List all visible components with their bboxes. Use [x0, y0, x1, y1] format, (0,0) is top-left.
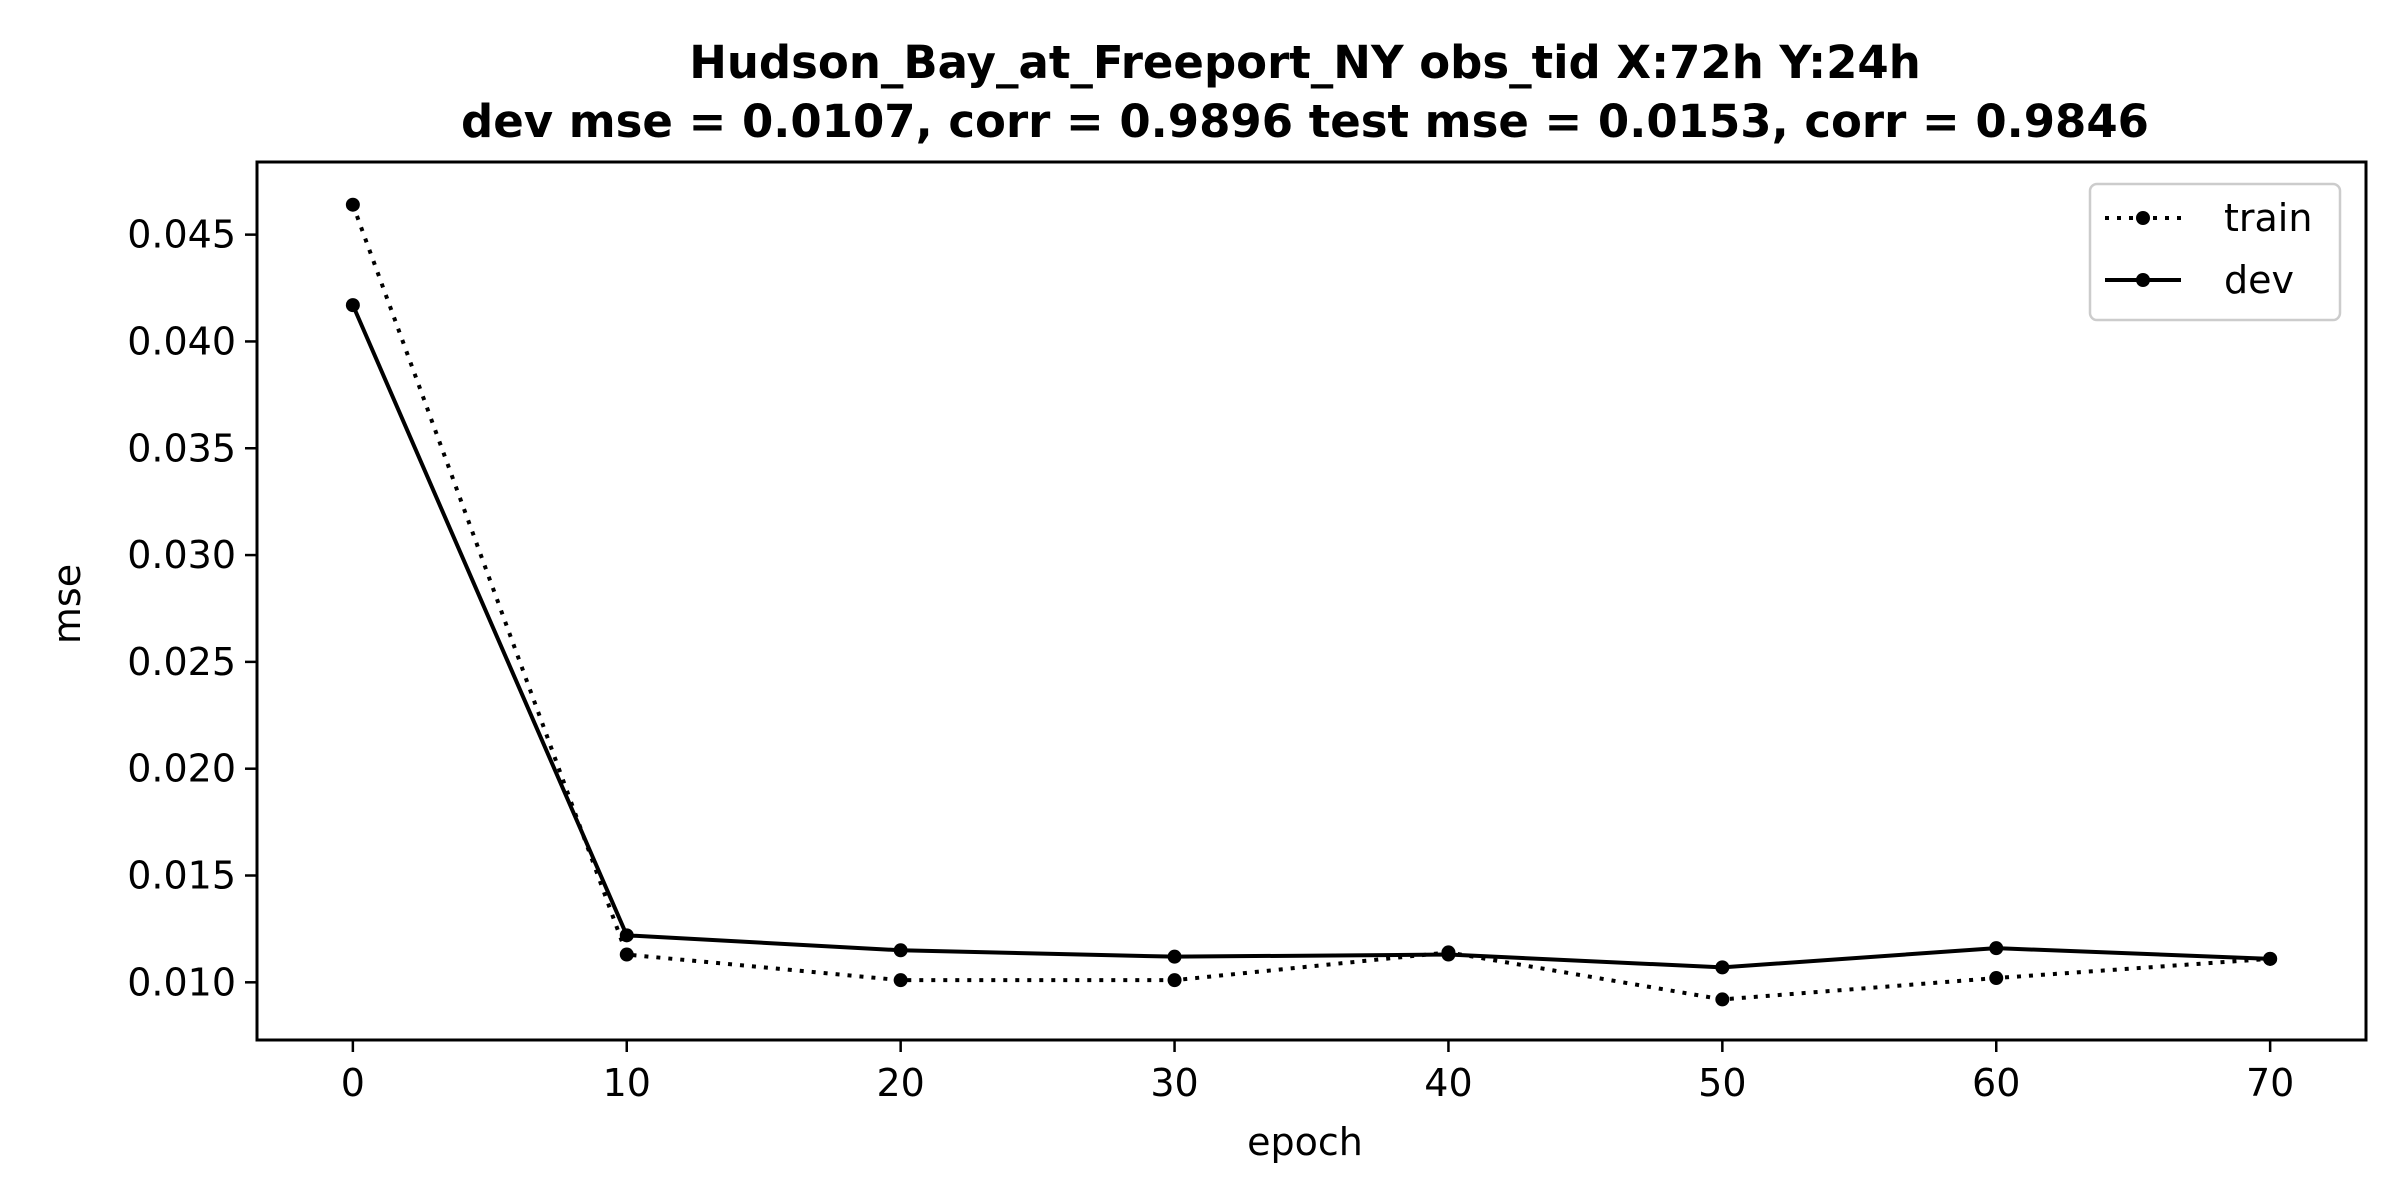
data-point-dev	[345, 298, 360, 313]
data-point-dev	[1989, 941, 2004, 956]
y-tick-label: 0.015	[127, 854, 236, 898]
legend-train-marker	[2136, 211, 2150, 225]
y-tick-label: 0.010	[127, 960, 236, 1004]
chart-subtitle: dev mse = 0.0107, corr = 0.9896 test mse…	[461, 95, 2149, 148]
x-tick-label: 70	[2246, 1061, 2294, 1105]
x-tick-label: 10	[603, 1061, 651, 1105]
y-axis-label: mse	[45, 564, 89, 644]
y-tick-label: 0.045	[127, 213, 236, 257]
data-point-train	[1989, 971, 2004, 986]
data-point-train	[893, 973, 908, 988]
x-tick-label: 30	[1150, 1061, 1198, 1105]
x-tick-label: 50	[1698, 1061, 1746, 1105]
y-tick-label: 0.020	[127, 747, 236, 791]
series-line-dev	[351, 304, 2271, 970]
x-tick-label: 20	[876, 1061, 924, 1105]
data-point-train	[619, 947, 634, 962]
y-tick-label: 0.025	[127, 640, 236, 684]
x-tick-label: 0	[341, 1061, 365, 1105]
data-point-train	[1715, 992, 1730, 1007]
y-axis-ticks: 0.010 0.015 0.020 0.025 0.030 0.035 0.040 0.045	[127, 213, 257, 1004]
data-point-train	[345, 197, 360, 212]
data-point-dev	[1715, 960, 1730, 975]
legend-box	[2088, 182, 2342, 322]
x-axis-label: epoch	[1247, 1120, 1363, 1164]
data-point-dev	[893, 943, 908, 958]
data-point-dev	[1167, 949, 1182, 964]
legend-dev-marker	[2136, 273, 2150, 287]
data-point-train	[1167, 973, 1182, 988]
plot-marks	[345, 197, 2278, 1007]
y-tick-label: 0.030	[127, 533, 236, 577]
y-tick-label: 0.035	[127, 426, 236, 470]
legend-train-label: train	[2224, 196, 2312, 240]
x-axis-ticks: 0 10 20 30 40 50 60 70	[341, 1040, 2294, 1105]
x-tick-label: 60	[1972, 1061, 2020, 1105]
chart-title: Hudson_Bay_at_Freeport_NY obs_tid X:72h …	[689, 36, 1921, 89]
data-point-dev	[1441, 947, 1456, 962]
legend: train dev	[2088, 182, 2342, 322]
legend-dev-label: dev	[2224, 258, 2294, 302]
data-point-dev	[2263, 951, 2278, 966]
x-tick-label: 40	[1424, 1061, 1472, 1105]
data-point-dev	[619, 928, 634, 943]
plot-frame	[255, 160, 2368, 1042]
y-tick-label: 0.040	[127, 319, 236, 363]
